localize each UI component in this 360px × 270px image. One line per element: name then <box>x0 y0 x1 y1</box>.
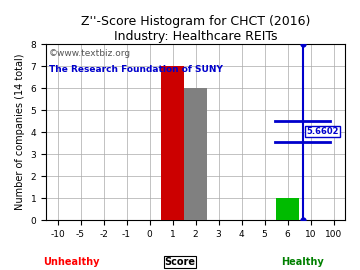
Bar <box>184 88 207 220</box>
Title: Z''-Score Histogram for CHCT (2016)
Industry: Healthcare REITs: Z''-Score Histogram for CHCT (2016) Indu… <box>81 15 310 43</box>
Text: The Research Foundation of SUNY: The Research Foundation of SUNY <box>49 65 223 74</box>
Bar <box>276 198 299 220</box>
Text: Score: Score <box>165 257 195 267</box>
Text: Healthy: Healthy <box>281 257 324 267</box>
Bar <box>161 66 184 220</box>
Text: Unhealthy: Unhealthy <box>43 257 100 267</box>
Y-axis label: Number of companies (14 total): Number of companies (14 total) <box>15 54 25 210</box>
Text: 5.6602: 5.6602 <box>306 127 339 136</box>
Text: ©www.textbiz.org: ©www.textbiz.org <box>49 49 131 58</box>
